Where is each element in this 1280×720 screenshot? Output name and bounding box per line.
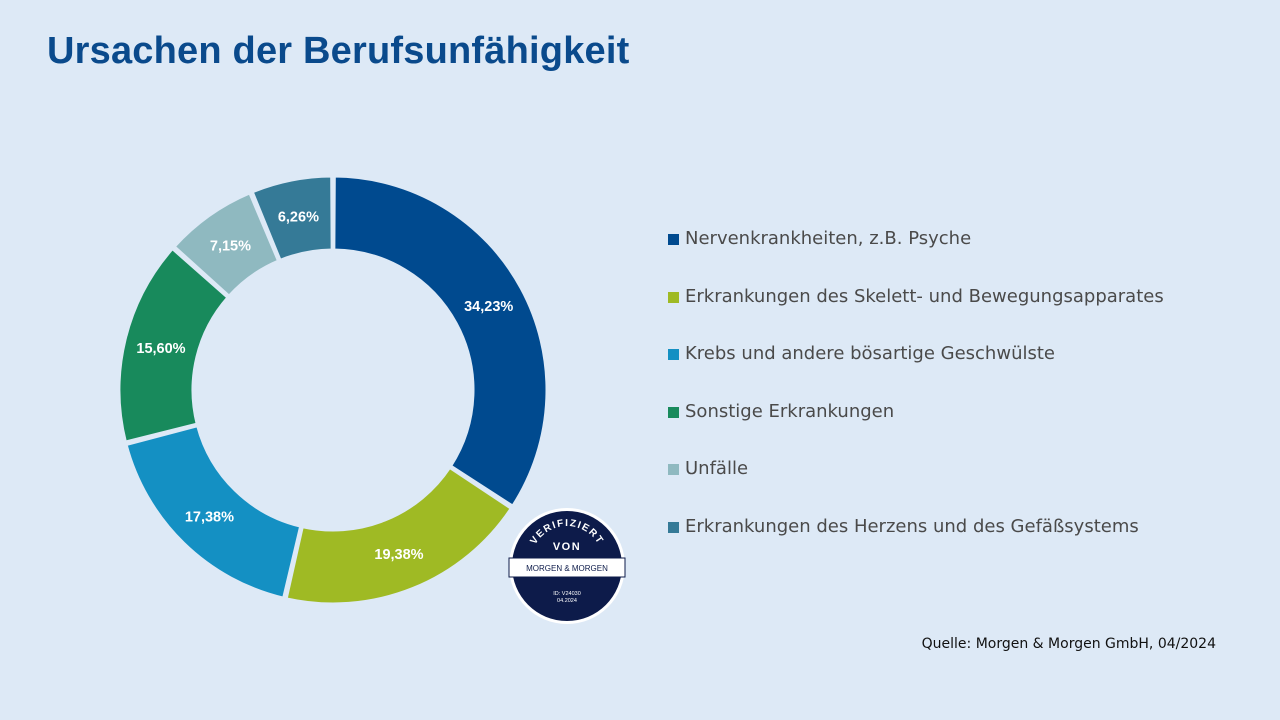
slice-value-label-1: 34,23% bbox=[464, 299, 513, 315]
legend-label: Nervenkrankheiten, z.B. Psyche bbox=[685, 228, 972, 249]
donut-slice-2 bbox=[284, 465, 514, 606]
donut-slice-3 bbox=[124, 423, 303, 601]
legend-item-6: Erkrankungen des Herzens und des Gefäßsy… bbox=[668, 514, 1164, 572]
slice-value-label-3: 17,38% bbox=[185, 510, 234, 526]
legend-label: Erkrankungen des Herzens und des Gefäßsy… bbox=[685, 515, 1139, 537]
legend-item-5: Unfälle bbox=[668, 456, 1164, 514]
slice-value-label-2: 19,38% bbox=[374, 547, 423, 563]
legend-swatch bbox=[668, 291, 679, 303]
seal-brand: MORGEN & MORGEN bbox=[526, 564, 608, 573]
legend-swatch bbox=[668, 406, 679, 418]
verification-seal: VERIFIZIERT VON MORGEN & MORGEN ID: V240… bbox=[508, 508, 626, 624]
seal-mid-text: VON bbox=[553, 541, 581, 553]
chart-legend: Nervenkrankheiten, z.B. Psyche Erkrankung… bbox=[668, 226, 1164, 572]
seal-date: 04.2024 bbox=[557, 598, 577, 604]
donut-slice-5 bbox=[172, 190, 281, 299]
page-title: Ursachen der Berufsunfähigkeit bbox=[47, 30, 630, 72]
slice-value-label-4: 15,60% bbox=[136, 341, 185, 357]
seal-id: ID: V24030 bbox=[553, 591, 581, 597]
slice-value-label-5: 7,15% bbox=[210, 239, 251, 255]
donut-slice-6 bbox=[250, 174, 334, 263]
legend-label: Unfälle bbox=[685, 458, 749, 480]
legend-swatch bbox=[668, 234, 679, 245]
donut-slice-1 bbox=[332, 174, 549, 509]
legend-item-2: Erkrankungen des Skelett- und Bewegungsa… bbox=[668, 284, 1164, 342]
source-note: Quelle: Morgen & Morgen GmbH, 04/2024 bbox=[921, 636, 1216, 652]
legend-item-1: Nervenkrankheiten, z.B. Psyche bbox=[668, 226, 1164, 284]
slice-value-label-6: 6,26% bbox=[278, 209, 319, 225]
legend-label: Sonstige Erkrankungen bbox=[685, 400, 895, 422]
legend-item-4: Sonstige Erkrankungen bbox=[668, 399, 1164, 457]
legend-swatch bbox=[668, 349, 679, 361]
legend-swatch bbox=[668, 521, 679, 533]
legend-item-3: Krebs und andere bösartige Geschwülste bbox=[668, 341, 1164, 399]
legend-label: Erkrankungen des Skelett- und Bewegungsa… bbox=[685, 285, 1164, 307]
legend-label: Krebs und andere bösartige Geschwülste bbox=[685, 343, 1055, 365]
donut-slice-4 bbox=[117, 246, 231, 444]
legend-swatch bbox=[668, 464, 679, 476]
